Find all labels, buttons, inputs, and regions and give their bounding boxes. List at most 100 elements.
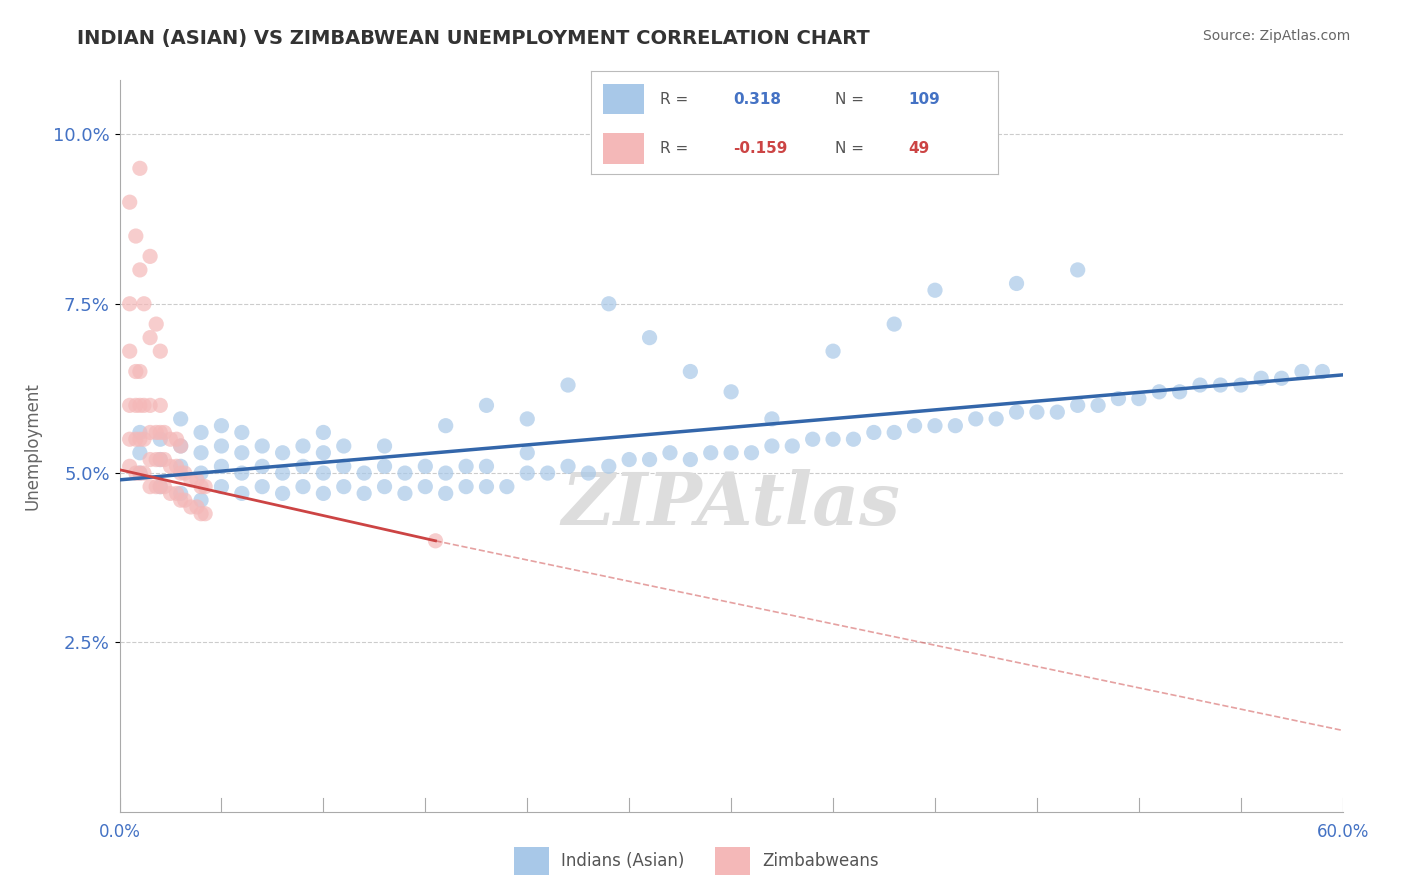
Point: [190, 493, 212, 508]
Point: [598, 459, 620, 474]
Point: [250, 439, 273, 453]
Point: [883, 317, 905, 331]
Point: [118, 297, 141, 311]
Point: [231, 446, 253, 460]
Point: [271, 446, 294, 460]
Text: Zimbabweans: Zimbabweans: [762, 852, 879, 871]
Point: [394, 486, 416, 500]
Point: [434, 486, 457, 500]
Point: [190, 480, 212, 494]
Point: [211, 459, 233, 474]
Point: [149, 398, 172, 412]
Point: [169, 486, 191, 500]
Point: [312, 466, 335, 480]
Text: 49: 49: [908, 141, 929, 156]
Point: [332, 480, 354, 494]
Point: [132, 297, 155, 311]
Point: [425, 533, 447, 548]
Point: [139, 452, 162, 467]
Bar: [714, 847, 751, 875]
Point: [292, 459, 315, 474]
Point: [118, 459, 141, 474]
Point: [139, 425, 162, 440]
Point: [475, 480, 498, 494]
Point: [186, 473, 208, 487]
Point: [578, 466, 600, 480]
Point: [659, 446, 682, 460]
Point: [250, 459, 273, 474]
Point: [883, 425, 905, 440]
Point: [1005, 405, 1028, 419]
Point: [125, 432, 148, 446]
Point: [159, 486, 181, 500]
Text: INDIAN (ASIAN) VS ZIMBABWEAN UNEMPLOYMENT CORRELATION CHART: INDIAN (ASIAN) VS ZIMBABWEAN UNEMPLOYMEN…: [77, 29, 870, 47]
Y-axis label: Unemployment: Unemployment: [24, 382, 42, 510]
Point: [125, 398, 148, 412]
Point: [312, 446, 335, 460]
Point: [250, 480, 273, 494]
Point: [821, 344, 844, 359]
Point: [761, 439, 783, 453]
Point: [173, 493, 195, 508]
Point: [292, 439, 315, 453]
Point: [638, 452, 661, 467]
Point: [434, 466, 457, 480]
Point: [169, 439, 191, 453]
Point: [125, 229, 148, 244]
Point: [145, 480, 167, 494]
Point: [475, 398, 498, 412]
Point: [153, 452, 176, 467]
Point: [166, 432, 188, 446]
Point: [159, 459, 181, 474]
Point: [139, 398, 162, 412]
Point: [394, 466, 416, 480]
Point: [1271, 371, 1294, 385]
Point: [149, 452, 172, 467]
Point: [782, 439, 804, 453]
Point: [413, 480, 436, 494]
Point: [190, 466, 212, 480]
Point: [516, 466, 538, 480]
Point: [475, 459, 498, 474]
Point: [434, 418, 457, 433]
Point: [129, 398, 152, 412]
Text: R =: R =: [659, 92, 688, 106]
Point: [821, 432, 844, 446]
Point: [231, 486, 253, 500]
Point: [149, 425, 172, 440]
Point: [516, 446, 538, 460]
Point: [496, 480, 519, 494]
Point: [153, 425, 176, 440]
Point: [1128, 392, 1150, 406]
Point: [211, 480, 233, 494]
Bar: [515, 847, 550, 875]
Point: [118, 432, 141, 446]
Text: -0.159: -0.159: [734, 141, 787, 156]
Point: [1149, 384, 1171, 399]
Point: [456, 459, 478, 474]
Point: [149, 480, 172, 494]
Point: [984, 412, 1007, 426]
Point: [1310, 364, 1333, 378]
Point: [353, 486, 375, 500]
Point: [169, 459, 191, 474]
Point: [1067, 398, 1090, 412]
Point: [679, 452, 702, 467]
Point: [1229, 378, 1253, 392]
Point: [862, 425, 886, 440]
Point: [149, 432, 172, 446]
Point: [180, 473, 202, 487]
Point: [139, 331, 162, 345]
Point: [118, 195, 141, 210]
Text: N =: N =: [835, 141, 865, 156]
Point: [924, 283, 946, 297]
Point: [1087, 398, 1109, 412]
Text: N =: N =: [835, 92, 865, 106]
Point: [456, 480, 478, 494]
Point: [1189, 378, 1212, 392]
Point: [132, 432, 155, 446]
Point: [145, 452, 167, 467]
Point: [132, 466, 155, 480]
Point: [231, 425, 253, 440]
Point: [149, 452, 172, 467]
